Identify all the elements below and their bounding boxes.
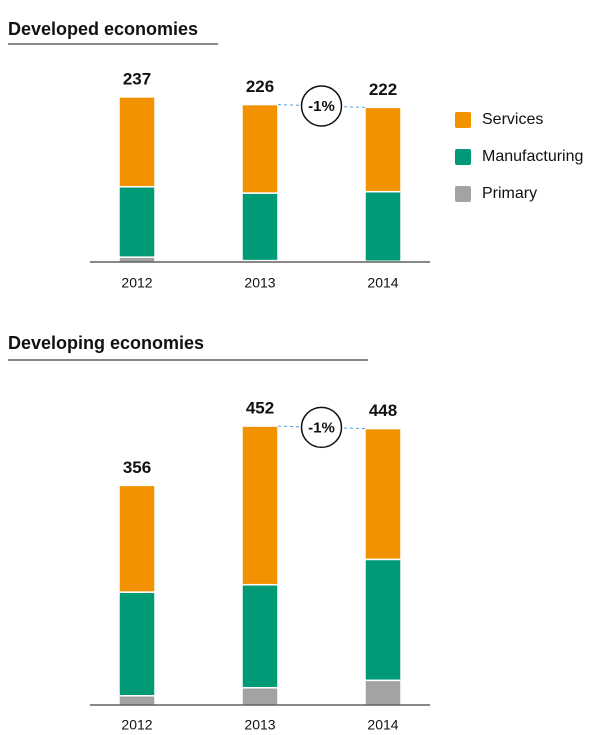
bar-segment bbox=[118, 484, 156, 593]
bar-segment bbox=[118, 186, 156, 258]
bar-segment bbox=[241, 583, 279, 689]
legend-swatch bbox=[455, 149, 471, 165]
chart-title: Developed economies bbox=[8, 19, 198, 39]
total-label: 226 bbox=[246, 77, 274, 96]
annotation: -1% bbox=[308, 419, 335, 436]
bar-segment bbox=[241, 192, 279, 262]
bar-segment bbox=[241, 425, 279, 586]
total-label: 356 bbox=[123, 458, 151, 477]
bar-segment bbox=[364, 679, 402, 706]
bar-segment bbox=[364, 558, 402, 682]
x-tick-label: 2012 bbox=[121, 275, 152, 291]
annotation-circle bbox=[300, 85, 343, 127]
legend-swatch bbox=[455, 186, 471, 202]
legend-label: Primary bbox=[482, 185, 537, 202]
legend-label: Services bbox=[482, 111, 543, 128]
bar-segment bbox=[118, 96, 156, 188]
legend-swatch bbox=[455, 112, 471, 128]
total-label: 222 bbox=[369, 80, 397, 99]
bar-segment bbox=[118, 694, 156, 706]
x-tick-label: 2012 bbox=[121, 717, 152, 733]
annotation: -1% bbox=[308, 98, 335, 115]
total-label: 237 bbox=[123, 69, 151, 88]
bar-segment bbox=[118, 591, 156, 697]
x-tick-label: 2013 bbox=[244, 717, 275, 733]
bar-segment bbox=[364, 190, 402, 263]
total-label: 452 bbox=[246, 399, 274, 418]
x-tick-label: 2014 bbox=[367, 275, 398, 291]
bar-segment bbox=[364, 106, 402, 193]
x-tick-label: 2013 bbox=[244, 275, 275, 291]
total-label: 448 bbox=[369, 401, 397, 420]
chart-title: Developing economies bbox=[8, 333, 204, 353]
bar-segment bbox=[241, 103, 279, 194]
legend-label: Manufacturing bbox=[482, 148, 583, 165]
bar-segment bbox=[241, 686, 279, 706]
bar-segment bbox=[364, 427, 402, 561]
annotation-circle bbox=[300, 406, 343, 449]
x-tick-label: 2014 bbox=[367, 717, 398, 733]
